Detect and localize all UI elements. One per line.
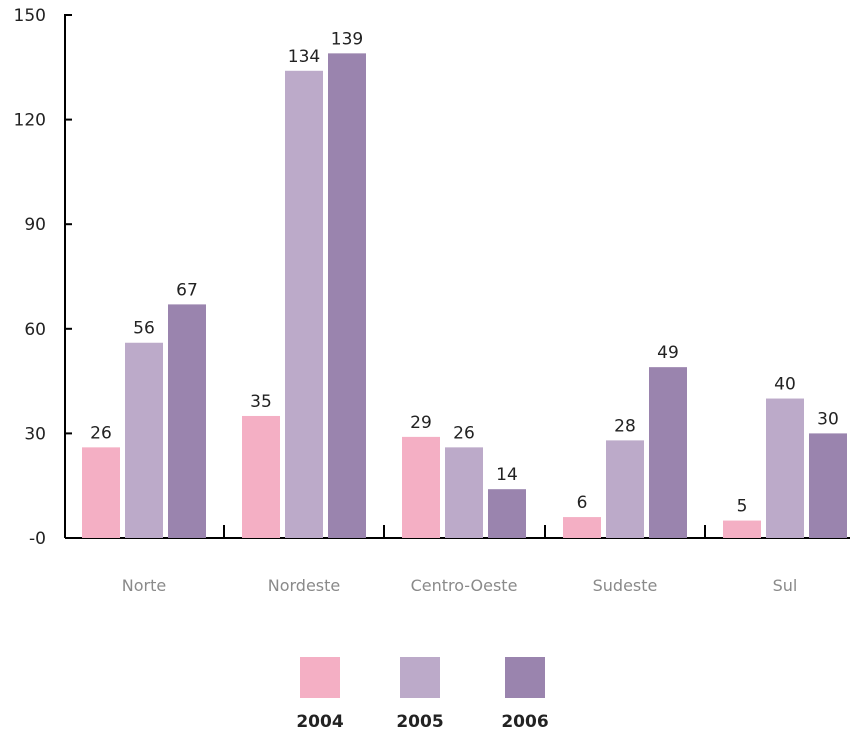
data-label: 14 (496, 465, 518, 485)
y-tick-label: -0 (29, 529, 46, 549)
data-label: 67 (176, 280, 198, 300)
data-label: 28 (614, 416, 636, 436)
data-label: 6 (577, 493, 588, 513)
data-labels: 26 35 29 6 5 56 134 26 28 40 67 139 14 49 30 (90, 29, 839, 516)
bar-2006-nordeste (328, 53, 366, 538)
bar-2006-norte (168, 304, 206, 538)
bar-2005-norte (125, 342, 163, 538)
category-label: Nordeste (268, 576, 341, 595)
bar-2004-sudeste (563, 517, 601, 538)
category-labels: Norte Nordeste Centro-Oeste Sudeste Sul (122, 576, 798, 595)
data-label: 26 (90, 423, 112, 443)
bar-2006-sul (809, 433, 847, 538)
bars (82, 53, 847, 538)
bar-2004-nordeste (242, 415, 280, 538)
y-axis: -0 30 60 90 120 150 (14, 6, 72, 549)
legend-swatch-2005 (400, 657, 440, 698)
y-tick-label: 120 (14, 111, 46, 131)
data-label: 134 (288, 47, 320, 67)
bar-2006-sudeste (649, 367, 687, 538)
bar-2006-centro-oeste (488, 489, 526, 538)
data-label: 139 (331, 29, 363, 49)
data-label: 40 (774, 375, 796, 395)
category-label: Sudeste (593, 576, 658, 595)
bar-2005-sudeste (606, 440, 644, 538)
legend-swatch-2006 (505, 657, 545, 698)
legend-label: 2005 (396, 712, 443, 732)
data-label: 49 (657, 343, 679, 363)
data-label: 56 (133, 319, 155, 339)
y-tick-label: 150 (14, 6, 46, 26)
category-label: Norte (122, 576, 166, 595)
bar-2005-nordeste (285, 70, 323, 538)
data-label: 30 (817, 409, 839, 429)
legend-swatch-2004 (300, 657, 340, 698)
y-tick-label: 60 (24, 320, 46, 340)
legend: 2004 2005 2006 (296, 657, 549, 732)
bar-2005-centro-oeste (445, 447, 483, 538)
bar-2004-centro-oeste (402, 436, 440, 538)
y-tick-label: 90 (24, 215, 46, 235)
data-label: 29 (410, 413, 432, 433)
bar-2004-norte (82, 447, 120, 538)
category-label: Sul (773, 576, 798, 595)
bar-2005-sul (766, 398, 804, 538)
data-label: 5 (737, 497, 748, 517)
legend-label: 2004 (296, 712, 343, 732)
data-label: 26 (453, 423, 475, 443)
category-label: Centro-Oeste (411, 576, 518, 595)
y-tick-label: 30 (24, 424, 46, 444)
bar-2004-sul (723, 520, 761, 538)
legend-label: 2006 (501, 712, 548, 732)
data-label: 35 (250, 392, 272, 412)
